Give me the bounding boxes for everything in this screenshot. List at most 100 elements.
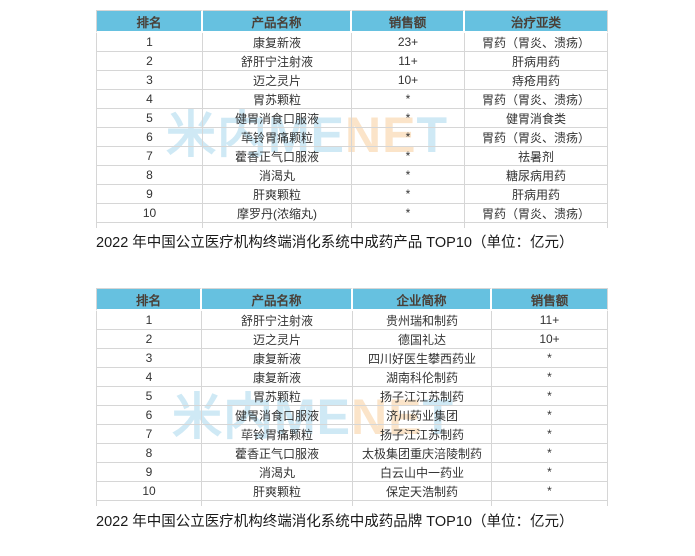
table-cell: 9 [96, 185, 203, 204]
table-cell: 德国礼达 [353, 330, 492, 349]
table-cell [465, 223, 608, 228]
table-cell: 2 [96, 52, 203, 71]
watermark-letter: 米 [172, 389, 223, 445]
table-cell: 11+ [492, 311, 608, 330]
table-row: 5 胃苏颗粒 扬子江江苏制药 * [96, 387, 608, 406]
table-cell: 肝爽颗粒 [202, 482, 353, 501]
table-cell: 贵州瑞和制药 [353, 311, 492, 330]
table-cell: 扬子江江苏制药 [353, 425, 492, 444]
watermark-letter: E [316, 389, 352, 445]
table-cell: 6 [96, 128, 203, 147]
table-cell [96, 501, 202, 506]
table-cell: 藿香正气口服液 [203, 147, 352, 166]
table-cell: 8 [96, 166, 203, 185]
table-cell: * [492, 406, 608, 425]
table-cell: 5 [96, 109, 203, 128]
column-header: 治疗亚类 [465, 10, 608, 33]
table-cell: 10 [96, 482, 202, 501]
table-row: 6 健胃消食口服液 济川药业集团 * [96, 406, 608, 425]
table-cell: * [352, 204, 465, 223]
table-cell: 迈之灵片 [202, 330, 353, 349]
table-cell: 健胃消食口服液 [203, 109, 352, 128]
table-row: 10 摩罗丹(浓缩丸) * 胃药（胃炎、溃疡） [96, 204, 608, 223]
table-cell: 胃药（胃炎、溃疡） [465, 33, 608, 52]
table-cell: * [492, 387, 608, 406]
table-cell: 10+ [352, 71, 465, 90]
table-cell: 白云山中一药业 [353, 463, 492, 482]
watermark-letter: 内 [223, 389, 274, 445]
table-cell: * [352, 90, 465, 109]
table-cell: 痔疮用药 [465, 71, 608, 90]
table-row: 2 舒肝宁注射液 11+ 肝病用药 [96, 52, 608, 71]
table-cell: 康复新液 [202, 349, 353, 368]
table-cell: * [352, 109, 465, 128]
top10-products-table: 排名 产品名称 销售额 治疗亚类 1 康复新液 23+ 胃药（胃炎、溃疡） 2 舒肝宁注射液 11+… [96, 10, 608, 228]
table-cell: 康复新液 [203, 33, 352, 52]
table-cell: 祛暑剂 [465, 147, 608, 166]
table-cell: 摩罗丹(浓缩丸) [203, 204, 352, 223]
table-row: 9 消渴丸 白云山中一药业 * [96, 463, 608, 482]
table-row: 1 舒肝宁注射液 贵州瑞和制药 11+ [96, 311, 608, 330]
table-cell [492, 501, 608, 506]
table-cell: * [492, 368, 608, 387]
table-cell: 健胃消食口服液 [202, 406, 353, 425]
column-header: 销售额 [352, 10, 465, 33]
watermark-letter: E [382, 107, 417, 163]
column-header: 产品名称 [202, 288, 353, 311]
watermark-letter: M [274, 389, 317, 445]
table2-caption: 2022 年中国公立医疗机构终端消化系统中成药品牌 TOP10（单位：亿元） [96, 514, 574, 530]
column-header: 产品名称 [203, 10, 352, 33]
table-cell [203, 223, 352, 228]
top10-brands-table: 排名 产品名称 企业简称 销售额 1 舒肝宁注射液 贵州瑞和制药 11+ 2 迈之灵片 德国礼达 10… [96, 288, 608, 506]
table-cell: 1 [96, 33, 203, 52]
table-cell: 7 [96, 147, 203, 166]
table-cell: 10 [96, 204, 203, 223]
table-row: 10 肝爽颗粒 保定天浩制药 * [96, 482, 608, 501]
table-row: 4 胃苏颗粒 * 胃药（胃炎、溃疡） [96, 90, 608, 109]
table-cell [352, 223, 465, 228]
table-cell: 1 [96, 311, 202, 330]
table-cell: 胃药（胃炎、溃疡） [465, 204, 608, 223]
table1-caption: 2022 年中国公立医疗机构终端消化系统中成药产品 TOP10（单位：亿元） [96, 235, 574, 251]
table-cell: 4 [96, 368, 202, 387]
table-row: 7 荜铃胃痛颗粒 扬子江江苏制药 * [96, 425, 608, 444]
table-cell: 10+ [492, 330, 608, 349]
table-cell: 荜铃胃痛颗粒 [202, 425, 353, 444]
column-header: 排名 [96, 288, 202, 311]
watermark-letter: 米 [166, 107, 217, 163]
table-cell: 保定天浩制药 [353, 482, 492, 501]
watermark-letter: T [422, 389, 455, 445]
table-cell: 4 [96, 90, 203, 109]
table-cell: 消渴丸 [202, 463, 353, 482]
table-row: 8 消渴丸 * 糖尿病用药 [96, 166, 608, 185]
table-cell: 糖尿病用药 [465, 166, 608, 185]
table-cell: 9 [96, 463, 202, 482]
table-cell: 消渴丸 [203, 166, 352, 185]
table-cell: * [492, 463, 608, 482]
column-header: 企业简称 [353, 288, 492, 311]
table-cell: 胃苏颗粒 [202, 387, 353, 406]
table-cell: 11+ [352, 52, 465, 71]
clipped-row-stub [96, 223, 608, 228]
watermark-letter: N [351, 389, 389, 445]
watermark-letter: 内 [217, 107, 268, 163]
table-cell: 6 [96, 406, 202, 425]
table-cell: * [492, 482, 608, 501]
column-header: 销售额 [492, 288, 608, 311]
column-header: 排名 [96, 10, 203, 33]
table-cell: * [492, 349, 608, 368]
table-cell: 23+ [352, 33, 465, 52]
table-cell: 8 [96, 444, 202, 463]
header-row: 排名 产品名称 销售额 治疗亚类 [96, 10, 608, 33]
table-cell: * [352, 185, 465, 204]
table-cell: * [352, 128, 465, 147]
table-cell: 胃药（胃炎、溃疡） [465, 90, 608, 109]
table-cell: 7 [96, 425, 202, 444]
table-cell: 2 [96, 330, 202, 349]
table-cell [353, 501, 492, 506]
table-cell: 迈之灵片 [203, 71, 352, 90]
table-cell: * [492, 444, 608, 463]
table-row: 9 肝爽颗粒 * 肝病用药 [96, 185, 608, 204]
table-cell: 舒肝宁注射液 [202, 311, 353, 330]
table-row: 7 藿香正气口服液 * 祛暑剂 [96, 147, 608, 166]
